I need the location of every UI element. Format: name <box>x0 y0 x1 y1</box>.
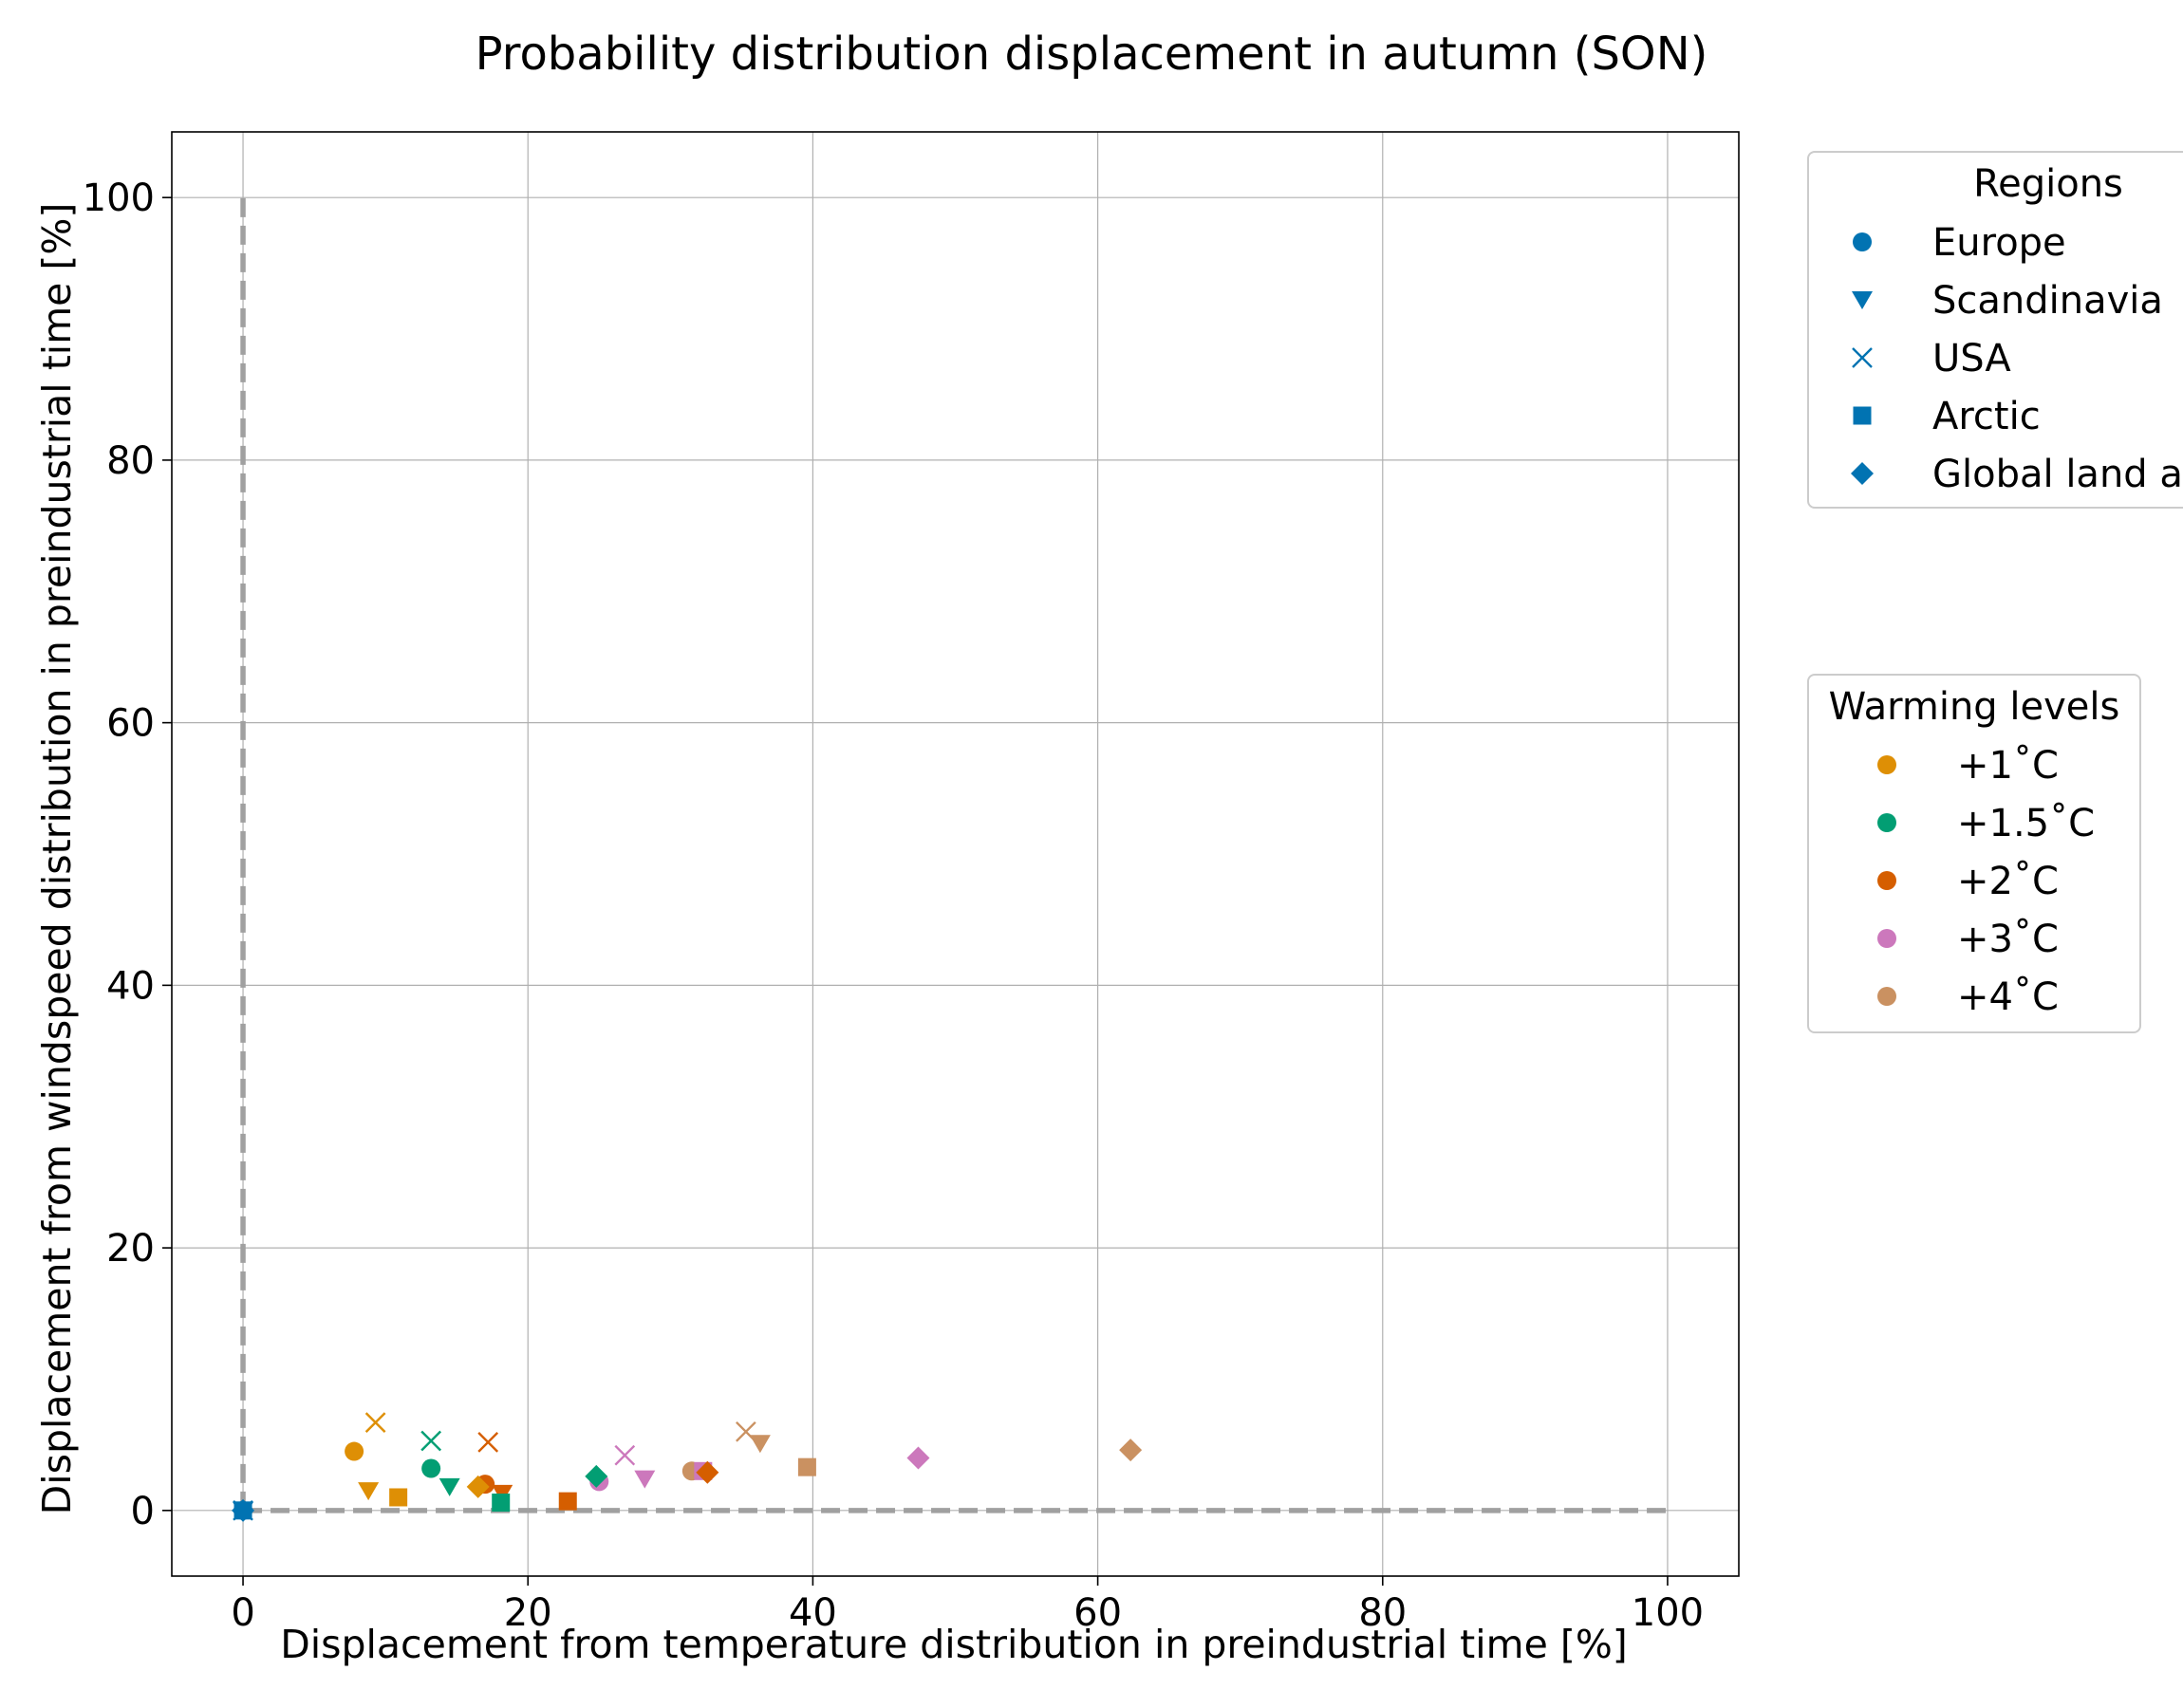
y-tick-label: 40 <box>106 964 155 1008</box>
point-global-land-a-baseline <box>232 1498 255 1522</box>
point-usa-2-c <box>477 1432 499 1453</box>
legend-marker-3-c <box>1877 929 1896 948</box>
legend-label-scandinavia: Scandinavia <box>1932 279 2163 323</box>
legend-label-global-land-a: Global land a <box>1932 453 2183 496</box>
y-tick-label: 60 <box>106 702 155 746</box>
legend-marker-usa <box>1852 347 1873 368</box>
point-europe-1-5-c <box>421 1458 441 1478</box>
warming-levels-legend: Warming levels +1˚C +1.5˚C +2˚C +3˚C +4˚C <box>1807 674 2141 1033</box>
x-tick-label: 40 <box>789 1591 837 1635</box>
axis-ticks: 0 20 40 60 80 100 0 20 40 60 80 100 <box>83 176 1704 1635</box>
point-usa-1-5-c <box>420 1430 442 1452</box>
point-global-land-a-4-c <box>1119 1439 1143 1462</box>
point-arctic-1-c <box>389 1488 408 1507</box>
point-usa-3-c <box>614 1444 636 1466</box>
point-scandinavia-1-c <box>358 1482 380 1501</box>
x-tick-label: 60 <box>1073 1591 1122 1635</box>
y-tick-label: 80 <box>106 439 155 483</box>
legend-marker-1-5-c <box>1877 813 1896 832</box>
legend-marker-2-c <box>1877 871 1896 890</box>
plot-frame <box>171 131 1740 1577</box>
grid <box>172 132 1739 1576</box>
point-usa-1-c <box>364 1412 386 1433</box>
legend-label-arctic: Arctic <box>1932 395 2041 438</box>
regions-legend-title: Regions <box>1973 162 2123 206</box>
point-global-land-a-1-5-c <box>585 1464 608 1488</box>
x-tick-label: 80 <box>1358 1591 1407 1635</box>
legend-label-3-c: +3˚C <box>1957 918 2059 961</box>
legend-marker-global-land-a <box>1851 462 1874 485</box>
point-europe-1-c <box>345 1441 364 1461</box>
legend-label-usa: USA <box>1932 337 2011 381</box>
legend-marker-europe <box>1853 232 1872 251</box>
regions-legend: Regions Europe Scandinavia USA Arctic Global… <box>1807 151 2183 509</box>
point-usa-4-c <box>736 1420 756 1442</box>
point-scandinavia-3-c <box>634 1470 656 1489</box>
point-global-land-a-3-c <box>906 1446 930 1470</box>
legend-label-1-5-c: +1.5˚C <box>1957 802 2095 845</box>
legend-marker-1-c <box>1877 755 1896 774</box>
legend-label-europe: Europe <box>1932 221 2066 265</box>
reference-lines <box>240 197 1668 1513</box>
x-axis-label: Displacement from temperature distributi… <box>280 1622 1628 1667</box>
x-tick-label: 0 <box>231 1591 254 1635</box>
legend-marker-arctic <box>1853 406 1872 425</box>
y-tick-label: 20 <box>106 1227 155 1271</box>
legend-label-2-c: +2˚C <box>1957 860 2059 903</box>
y-tick-label: 0 <box>131 1490 155 1533</box>
x-tick-label: 20 <box>504 1591 552 1635</box>
warming-legend-title: Warming levels <box>1829 685 2120 729</box>
legend-label-4-c: +4˚C <box>1957 975 2059 1019</box>
legend-marker-4-c <box>1877 987 1896 1006</box>
point-arctic-1-5-c <box>492 1494 511 1513</box>
legend-marker-scandinavia <box>1852 291 1873 309</box>
x-tick-label: 100 <box>1632 1591 1704 1635</box>
point-global-land-a-2-c <box>696 1460 719 1484</box>
y-axis-label: Displacement from windspeed distribution… <box>34 203 80 1515</box>
point-arctic-2-c <box>558 1492 577 1511</box>
regions-legend-box <box>1807 151 2183 509</box>
y-tick-label: 100 <box>83 176 155 220</box>
point-arctic-4-c <box>797 1457 816 1476</box>
point-scandinavia-1-5-c <box>438 1477 460 1496</box>
data-points <box>232 1412 1143 1522</box>
legend-label-1-c: +1˚C <box>1957 744 2059 788</box>
point-global-land-a-1-c <box>466 1475 490 1498</box>
chart-title: Probability distribution displacement in… <box>476 28 1708 81</box>
